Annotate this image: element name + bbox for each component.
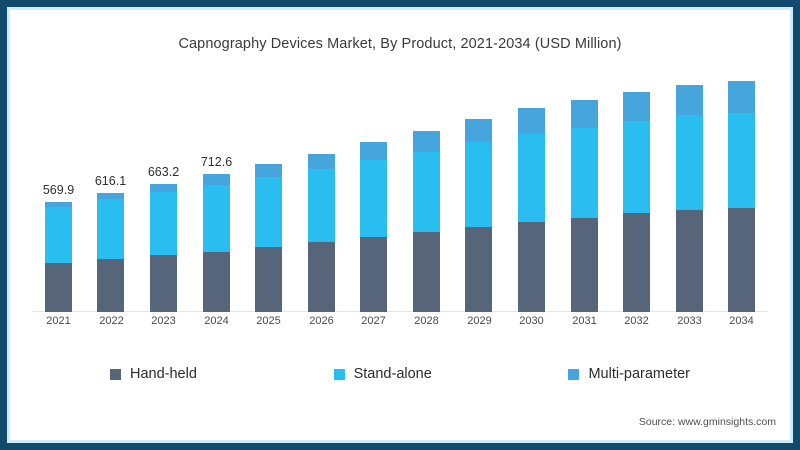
x-axis-label-2022: 2022 bbox=[99, 315, 124, 327]
x-axis-label-2031: 2031 bbox=[572, 315, 597, 327]
bar-segment-hand-held[interactable] bbox=[465, 226, 492, 312]
bar-segment-hand-held[interactable] bbox=[413, 232, 440, 312]
x-axis-label-2024: 2024 bbox=[204, 315, 229, 327]
bar-value-label: 569.9 bbox=[42, 182, 75, 197]
stacked-bar[interactable] bbox=[465, 118, 492, 312]
x-axis-label-2032: 2032 bbox=[624, 315, 649, 327]
bar-segment-multi-parameter[interactable] bbox=[571, 99, 598, 128]
legend-label: Stand-alone bbox=[353, 366, 432, 382]
bar-segment-hand-held[interactable] bbox=[150, 255, 177, 312]
x-axis-label-2023: 2023 bbox=[151, 315, 176, 327]
bar-segment-stand-alone[interactable] bbox=[203, 185, 230, 252]
bar-segment-stand-alone[interactable] bbox=[728, 112, 755, 208]
stacked-bar[interactable] bbox=[308, 153, 335, 312]
chart-title: Capnography Devices Market, By Product, … bbox=[178, 36, 622, 52]
x-axis-label-2021: 2021 bbox=[46, 315, 71, 327]
bar-segment-stand-alone[interactable] bbox=[150, 191, 177, 256]
legend-swatch-hand-held bbox=[110, 368, 121, 380]
x-axis-label-2028: 2028 bbox=[414, 315, 439, 327]
axis-baseline bbox=[32, 311, 768, 312]
bar-segment-stand-alone[interactable] bbox=[676, 115, 703, 210]
x-axis-labels: 2021 2022 2023 2024 2025 2026 2027 2028 2029 2030… bbox=[32, 315, 768, 335]
frame-accent-right bbox=[790, 7, 793, 443]
bar-segment-hand-held[interactable] bbox=[518, 221, 545, 312]
bar-segment-multi-parameter[interactable] bbox=[413, 130, 440, 152]
bar-segment-multi-parameter[interactable] bbox=[465, 118, 492, 142]
source-attribution: Source: www.gminsights.com bbox=[638, 416, 776, 428]
bar-value-label: 616.1 bbox=[94, 173, 127, 188]
bar-segment-multi-parameter[interactable] bbox=[360, 142, 387, 161]
stacked-bar[interactable] bbox=[255, 164, 282, 312]
stacked-bar[interactable] bbox=[623, 91, 650, 312]
x-axis-label-2030: 2030 bbox=[519, 315, 544, 327]
bar-segment-stand-alone[interactable] bbox=[413, 151, 440, 233]
frame-border-left bbox=[0, 0, 7, 450]
bar-segment-hand-held[interactable] bbox=[308, 242, 335, 312]
frame-border-right bbox=[793, 0, 800, 450]
bar-value-label: 712.6 bbox=[200, 155, 233, 170]
legend-item-multi-parameter[interactable]: Multi-parameter bbox=[568, 366, 690, 382]
bar-segment-hand-held[interactable] bbox=[623, 213, 650, 312]
bar-segment-hand-held[interactable] bbox=[203, 251, 230, 312]
bar-segment-multi-parameter[interactable] bbox=[728, 80, 755, 113]
x-axis-label-2034: 2034 bbox=[729, 315, 754, 327]
bar-segment-stand-alone[interactable] bbox=[360, 160, 387, 238]
bar-segment-hand-held[interactable] bbox=[360, 237, 387, 312]
stacked-bar[interactable]: 569.9 bbox=[43, 183, 74, 312]
frame-border-bottom bbox=[0, 443, 800, 450]
bar-segment-stand-alone[interactable] bbox=[623, 121, 650, 214]
x-axis-label-2033: 2033 bbox=[677, 315, 702, 327]
frame-accent-bottom bbox=[7, 440, 793, 443]
stacked-bar[interactable] bbox=[360, 142, 387, 312]
frame-accent-left bbox=[7, 7, 10, 443]
bar-value-label: 663.2 bbox=[147, 164, 180, 179]
bar-segment-stand-alone[interactable] bbox=[255, 177, 282, 248]
bar-segment-multi-parameter[interactable] bbox=[255, 164, 282, 178]
stacked-bar[interactable]: 616.1 bbox=[95, 174, 126, 312]
bar-segment-hand-held[interactable] bbox=[571, 217, 598, 312]
stacked-bar[interactable]: 712.6 bbox=[201, 155, 232, 312]
x-axis-label-2027: 2027 bbox=[361, 315, 386, 327]
bar-segment-multi-parameter[interactable] bbox=[518, 107, 545, 134]
legend-item-stand-alone[interactable]: Stand-alone bbox=[333, 366, 432, 382]
legend-item-hand-held[interactable]: Hand-held bbox=[110, 366, 197, 382]
bar-segment-multi-parameter[interactable] bbox=[97, 192, 124, 200]
bar-segment-multi-parameter[interactable] bbox=[150, 183, 177, 192]
bar-segment-stand-alone[interactable] bbox=[571, 127, 598, 218]
x-axis-label-2029: 2029 bbox=[467, 315, 492, 327]
legend-label: Multi-parameter bbox=[588, 366, 690, 382]
bar-segment-multi-parameter[interactable] bbox=[623, 91, 650, 121]
legend-label: Hand-held bbox=[130, 366, 197, 382]
bar-segment-multi-parameter[interactable] bbox=[676, 85, 703, 116]
stacked-bar[interactable] bbox=[518, 107, 545, 312]
bar-segment-stand-alone[interactable] bbox=[518, 133, 545, 222]
stacked-bar[interactable]: 663.2 bbox=[148, 165, 179, 312]
bar-segment-stand-alone[interactable] bbox=[97, 199, 124, 259]
chart-legend: Hand-held Stand-alone Multi-parameter bbox=[110, 366, 690, 382]
bar-segment-hand-held[interactable] bbox=[97, 258, 124, 312]
x-axis-label-2025: 2025 bbox=[256, 315, 281, 327]
bar-segment-hand-held[interactable] bbox=[728, 207, 755, 312]
bar-segment-stand-alone[interactable] bbox=[45, 207, 72, 263]
bar-segment-hand-held[interactable] bbox=[255, 247, 282, 312]
bar-segment-hand-held[interactable] bbox=[676, 209, 703, 312]
bar-segment-hand-held[interactable] bbox=[45, 262, 72, 312]
x-axis-label-2026: 2026 bbox=[309, 315, 334, 327]
bar-segment-stand-alone[interactable] bbox=[308, 168, 335, 243]
stacked-bar[interactable] bbox=[413, 130, 440, 312]
frame-border-top bbox=[0, 0, 800, 7]
stacked-bar[interactable] bbox=[728, 80, 755, 312]
stacked-bar[interactable] bbox=[571, 99, 598, 312]
frame-accent-top bbox=[7, 7, 793, 10]
plot-area: 569.9 616.1 663.2 712.6 bbox=[32, 80, 768, 312]
bar-segment-multi-parameter[interactable] bbox=[203, 174, 230, 186]
bar-segment-multi-parameter[interactable] bbox=[308, 153, 335, 169]
bar-segment-multi-parameter[interactable] bbox=[45, 201, 72, 208]
stacked-bar[interactable] bbox=[676, 85, 703, 312]
legend-swatch-stand-alone bbox=[333, 368, 345, 380]
legend-swatch-multi-parameter bbox=[568, 368, 580, 380]
bar-segment-stand-alone[interactable] bbox=[465, 141, 492, 227]
